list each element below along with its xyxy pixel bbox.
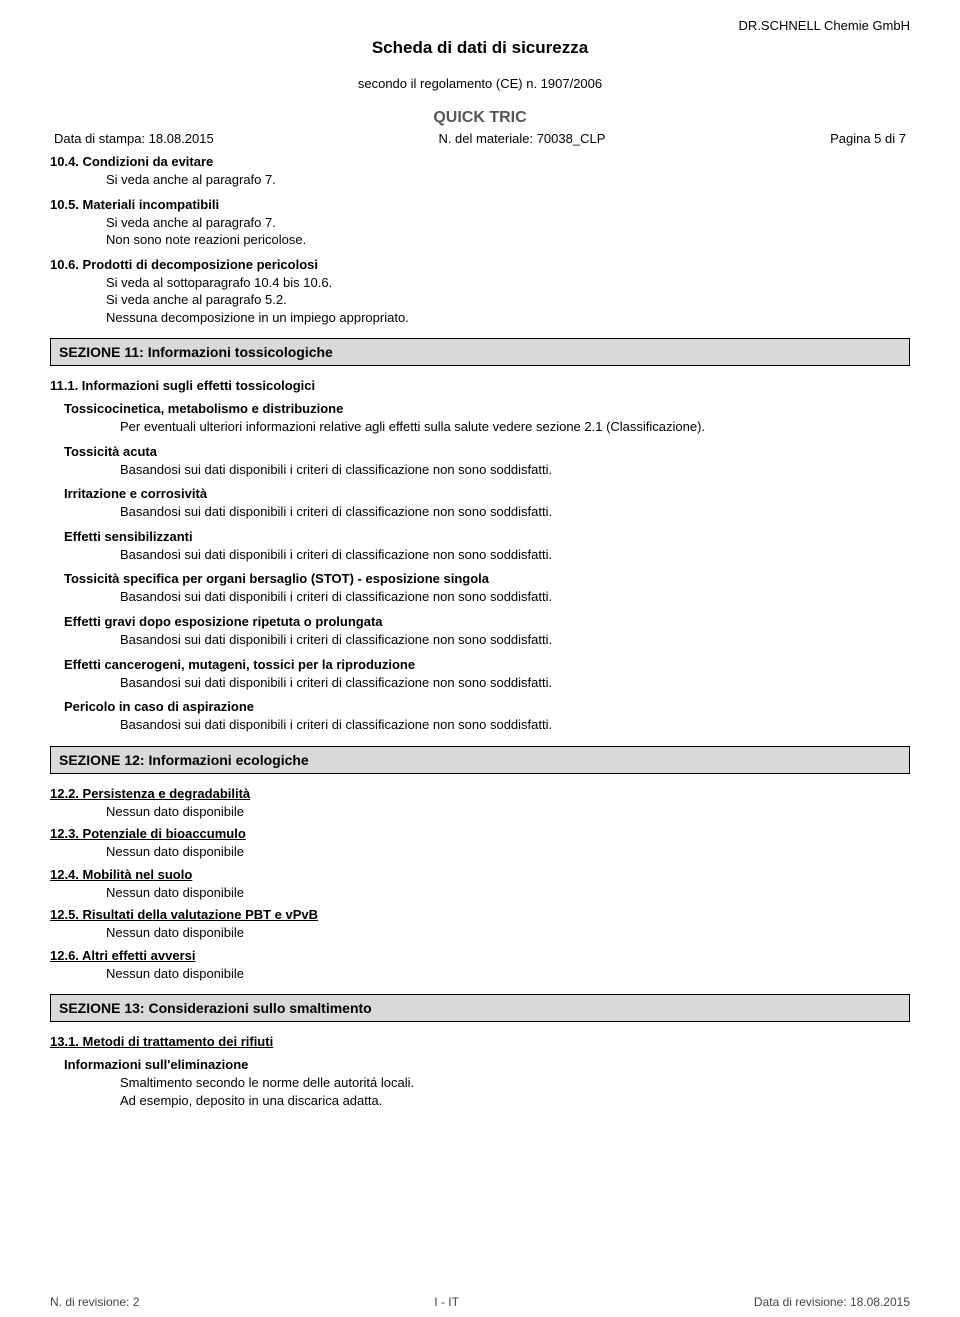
s11-label-5: Effetti gravi dopo esposizione ripetuta … — [50, 614, 910, 629]
s11-label-2: Irritazione e corrosività — [50, 486, 910, 501]
s11-text-4: Basandosi sui dati disponibili i criteri… — [50, 588, 910, 606]
s12-label-3: 12.5. Risultati della valutazione PBT e … — [50, 907, 910, 922]
item-10-4: 10.4. Condizioni da evitare Si veda anch… — [50, 154, 910, 189]
item-10-6: 10.6. Prodotti di decomposizione pericol… — [50, 257, 910, 327]
section-13-bar: SEZIONE 13: Considerazioni sullo smaltim… — [50, 994, 910, 1022]
footer: N. di revisione: 2 I - IT Data di revisi… — [50, 1295, 910, 1309]
s11-label-1: Tossicità acuta — [50, 444, 910, 459]
heading-10-6: 10.6. Prodotti di decomposizione pericol… — [50, 257, 910, 272]
s11-label-6: Effetti cancerogeni, mutageni, tossici p… — [50, 657, 910, 672]
body-10-6-2: Nessuna decomposizione in un impiego app… — [50, 309, 910, 327]
item-10-5: 10.5. Materiali incompatibili Si veda an… — [50, 197, 910, 249]
print-date: Data di stampa: 18.08.2015 — [54, 131, 214, 146]
footer-revision-no: N. di revisione: 2 — [50, 1295, 139, 1309]
product-name: QUICK TRIC — [50, 109, 910, 127]
body-10-4-0: Si veda anche al paragrafo 7. — [50, 171, 910, 189]
s11-text-0: Per eventuali ulteriori informazioni rel… — [50, 418, 910, 436]
s12-label-0: 12.2. Persistenza e degradabilità — [50, 786, 910, 801]
heading-11-1: 11.1. Informazioni sugli effetti tossico… — [50, 378, 910, 393]
section-12-bar: SEZIONE 12: Informazioni ecologiche — [50, 746, 910, 774]
page-number: Pagina 5 di 7 — [830, 131, 906, 146]
body-10-6-0: Si veda al sottoparagrafo 10.4 bis 10.6. — [50, 274, 910, 292]
s11-text-7: Basandosi sui dati disponibili i criteri… — [50, 716, 910, 734]
s13-entry-line-0: Smaltimento secondo le norme delle autor… — [50, 1074, 910, 1092]
document-title: Scheda di dati di sicurezza — [50, 38, 910, 58]
s11-text-1: Basandosi sui dati disponibili i criteri… — [50, 461, 910, 479]
body-10-5-1: Non sono note reazioni pericolose. — [50, 231, 910, 249]
meta-row: Data di stampa: 18.08.2015 N. del materi… — [50, 131, 910, 146]
s11-label-3: Effetti sensibilizzanti — [50, 529, 910, 544]
section-11-bar: SEZIONE 11: Informazioni tossicologiche — [50, 338, 910, 366]
s12-label-4: 12.6. Altri effetti avversi — [50, 948, 910, 963]
s11-text-5: Basandosi sui dati disponibili i criteri… — [50, 631, 910, 649]
body-10-5-0: Si veda anche al paragrafo 7. — [50, 214, 910, 232]
s11-label-0: Tossicocinetica, metabolismo e distribuz… — [50, 401, 910, 416]
body-10-6-1: Si veda anche al paragrafo 5.2. — [50, 291, 910, 309]
footer-revision-date: Data di revisione: 18.08.2015 — [754, 1295, 910, 1309]
s11-label-4: Tossicità specifica per organi bersaglio… — [50, 571, 910, 586]
s11-text-2: Basandosi sui dati disponibili i criteri… — [50, 503, 910, 521]
regulation-subtitle: secondo il regolamento (CE) n. 1907/2006 — [50, 76, 910, 91]
footer-lang: I - IT — [434, 1295, 459, 1309]
s12-label-2: 12.4. Mobilità nel suolo — [50, 867, 910, 882]
s13-entry-label: Informazioni sull'eliminazione — [50, 1057, 910, 1072]
s12-text-0: Nessun dato disponibile — [50, 803, 910, 821]
s12-text-3: Nessun dato disponibile — [50, 924, 910, 942]
s11-text-3: Basandosi sui dati disponibili i criteri… — [50, 546, 910, 564]
s12-text-4: Nessun dato disponibile — [50, 965, 910, 983]
s11-label-7: Pericolo in caso di aspirazione — [50, 699, 910, 714]
s11-text-6: Basandosi sui dati disponibili i criteri… — [50, 674, 910, 692]
heading-10-4: 10.4. Condizioni da evitare — [50, 154, 910, 169]
heading-13-1: 13.1. Metodi di trattamento dei rifiuti — [50, 1034, 910, 1049]
material-number: N. del materiale: 70038_CLP — [438, 131, 605, 146]
s13-entry-line-1: Ad esempio, deposito in una discarica ad… — [50, 1092, 910, 1110]
s12-label-1: 12.3. Potenziale di bioaccumulo — [50, 826, 910, 841]
heading-10-5: 10.5. Materiali incompatibili — [50, 197, 910, 212]
company-name: DR.SCHNELL Chemie GmbH — [739, 18, 910, 33]
s12-text-1: Nessun dato disponibile — [50, 843, 910, 861]
s12-text-2: Nessun dato disponibile — [50, 884, 910, 902]
